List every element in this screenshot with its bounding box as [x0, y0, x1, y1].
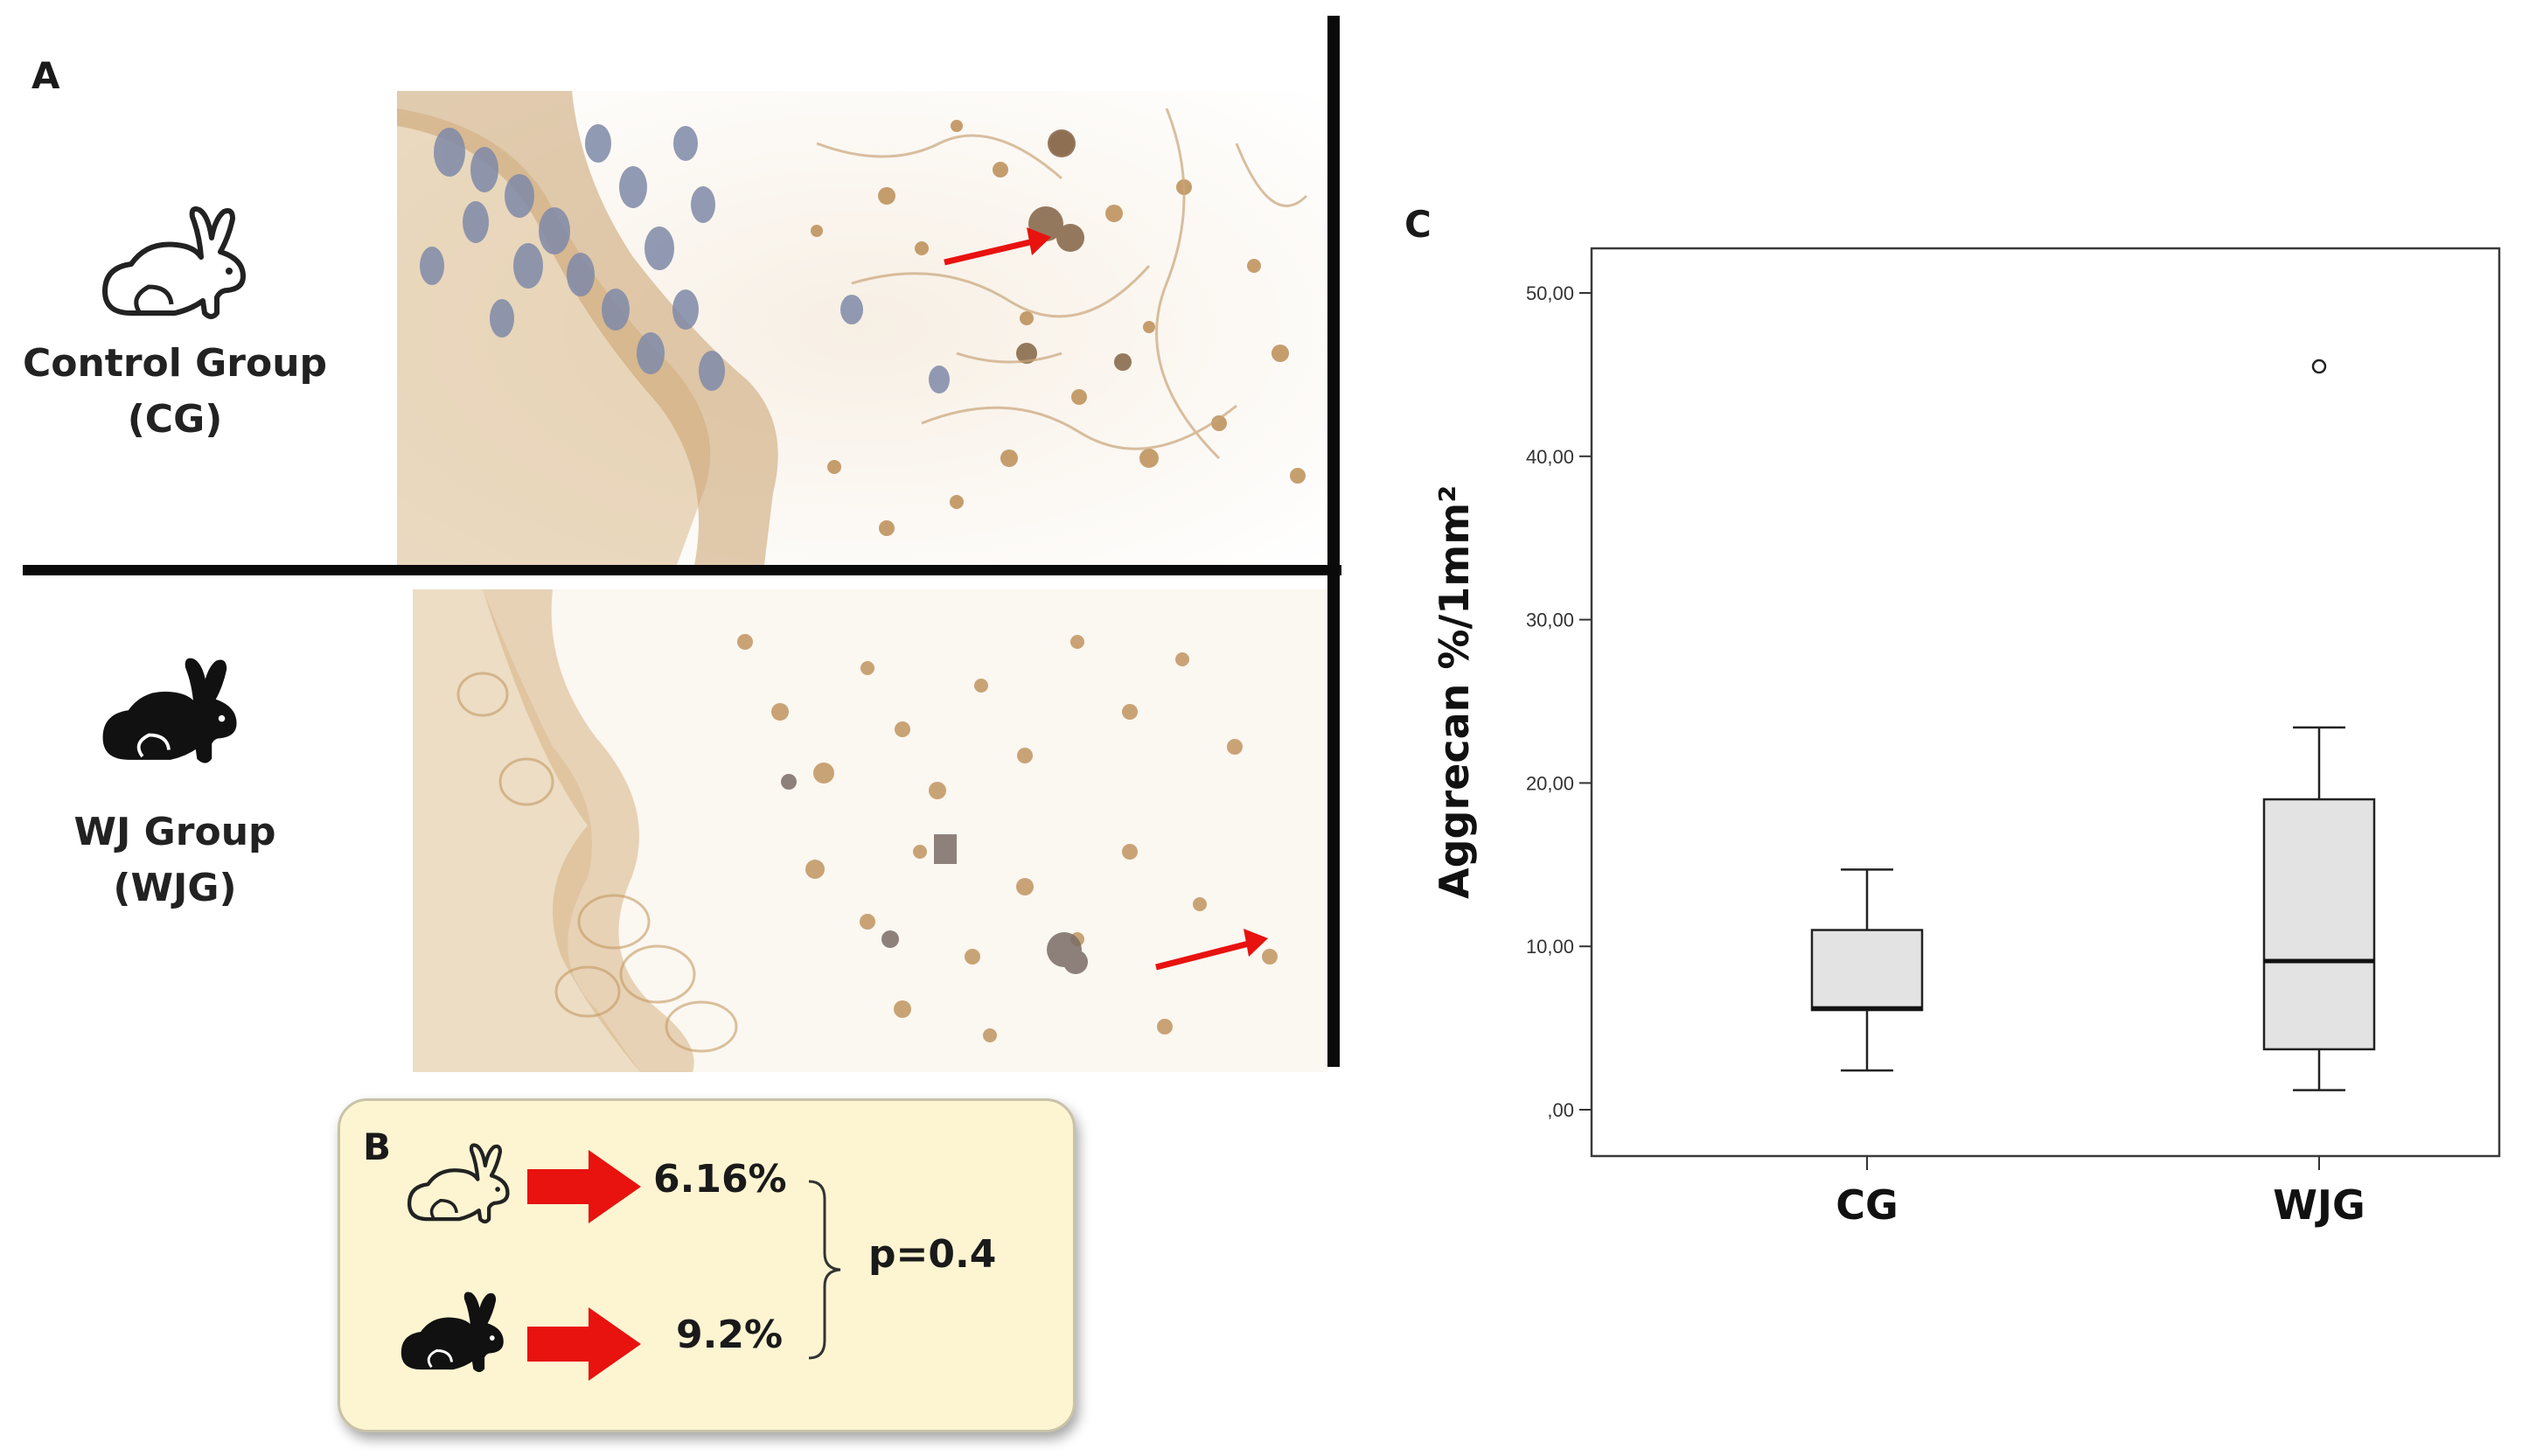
box-iqr	[1810, 929, 1924, 1012]
p-value: p=0.4	[868, 1232, 997, 1277]
panel-b-summary-box: B 6.16% 9.2% p=0.4	[338, 1098, 1076, 1432]
y-tick-label: ,00	[1547, 1099, 1574, 1121]
wj-group-name: WJ Group	[73, 810, 276, 854]
x-tick-label: WJG	[2273, 1181, 2365, 1229]
panel-a-vertical-divider	[1327, 16, 1340, 1067]
control-group-abbr: (CG)	[127, 397, 223, 442]
panel-c-label: C	[1404, 203, 1432, 246]
y-tick-label: 50,00	[1526, 282, 1574, 304]
wj-group-abbr: (WJG)	[113, 866, 237, 910]
control-group-micrograph	[397, 91, 1327, 565]
rabbit-outline-icon	[102, 206, 246, 319]
rabbit-filled-icon	[401, 1292, 504, 1373]
x-tick-label: CG	[1836, 1181, 1898, 1229]
control-group-label: Control Group (CG)	[17, 336, 332, 448]
arrow-right-icon	[527, 1307, 641, 1381]
y-tick-label: 40,00	[1526, 446, 1574, 468]
y-axis-title: Aggrecan %/1mm²	[1431, 484, 1478, 899]
outlier-point	[2311, 359, 2327, 374]
aggrecan-boxplot: ,00 10,00 20,00 30,00 40,00 50,00 CG WJG	[1526, 247, 2501, 1229]
box-iqr	[2262, 798, 2376, 1051]
panel-a-label: A	[31, 54, 60, 97]
rabbit-filled-icon	[102, 658, 237, 763]
y-tick-label: 10,00	[1526, 936, 1574, 958]
cg-percentage: 6.16%	[653, 1157, 787, 1202]
rabbit-outline-icon	[407, 1143, 510, 1224]
panel-a-horizontal-divider	[23, 565, 1341, 575]
y-tick-label: 20,00	[1526, 772, 1574, 794]
arrow-right-icon	[527, 1150, 641, 1223]
panel-b-label: B	[363, 1125, 392, 1168]
curly-brace-icon	[808, 1180, 841, 1360]
wj-group-label: WJ Group (WJG)	[17, 805, 332, 916]
wj-group-micrograph	[413, 589, 1327, 1072]
y-tick-label: 30,00	[1526, 610, 1574, 631]
control-group-name: Control Group	[22, 341, 328, 386]
wjg-percentage: 9.2%	[676, 1313, 784, 1357]
